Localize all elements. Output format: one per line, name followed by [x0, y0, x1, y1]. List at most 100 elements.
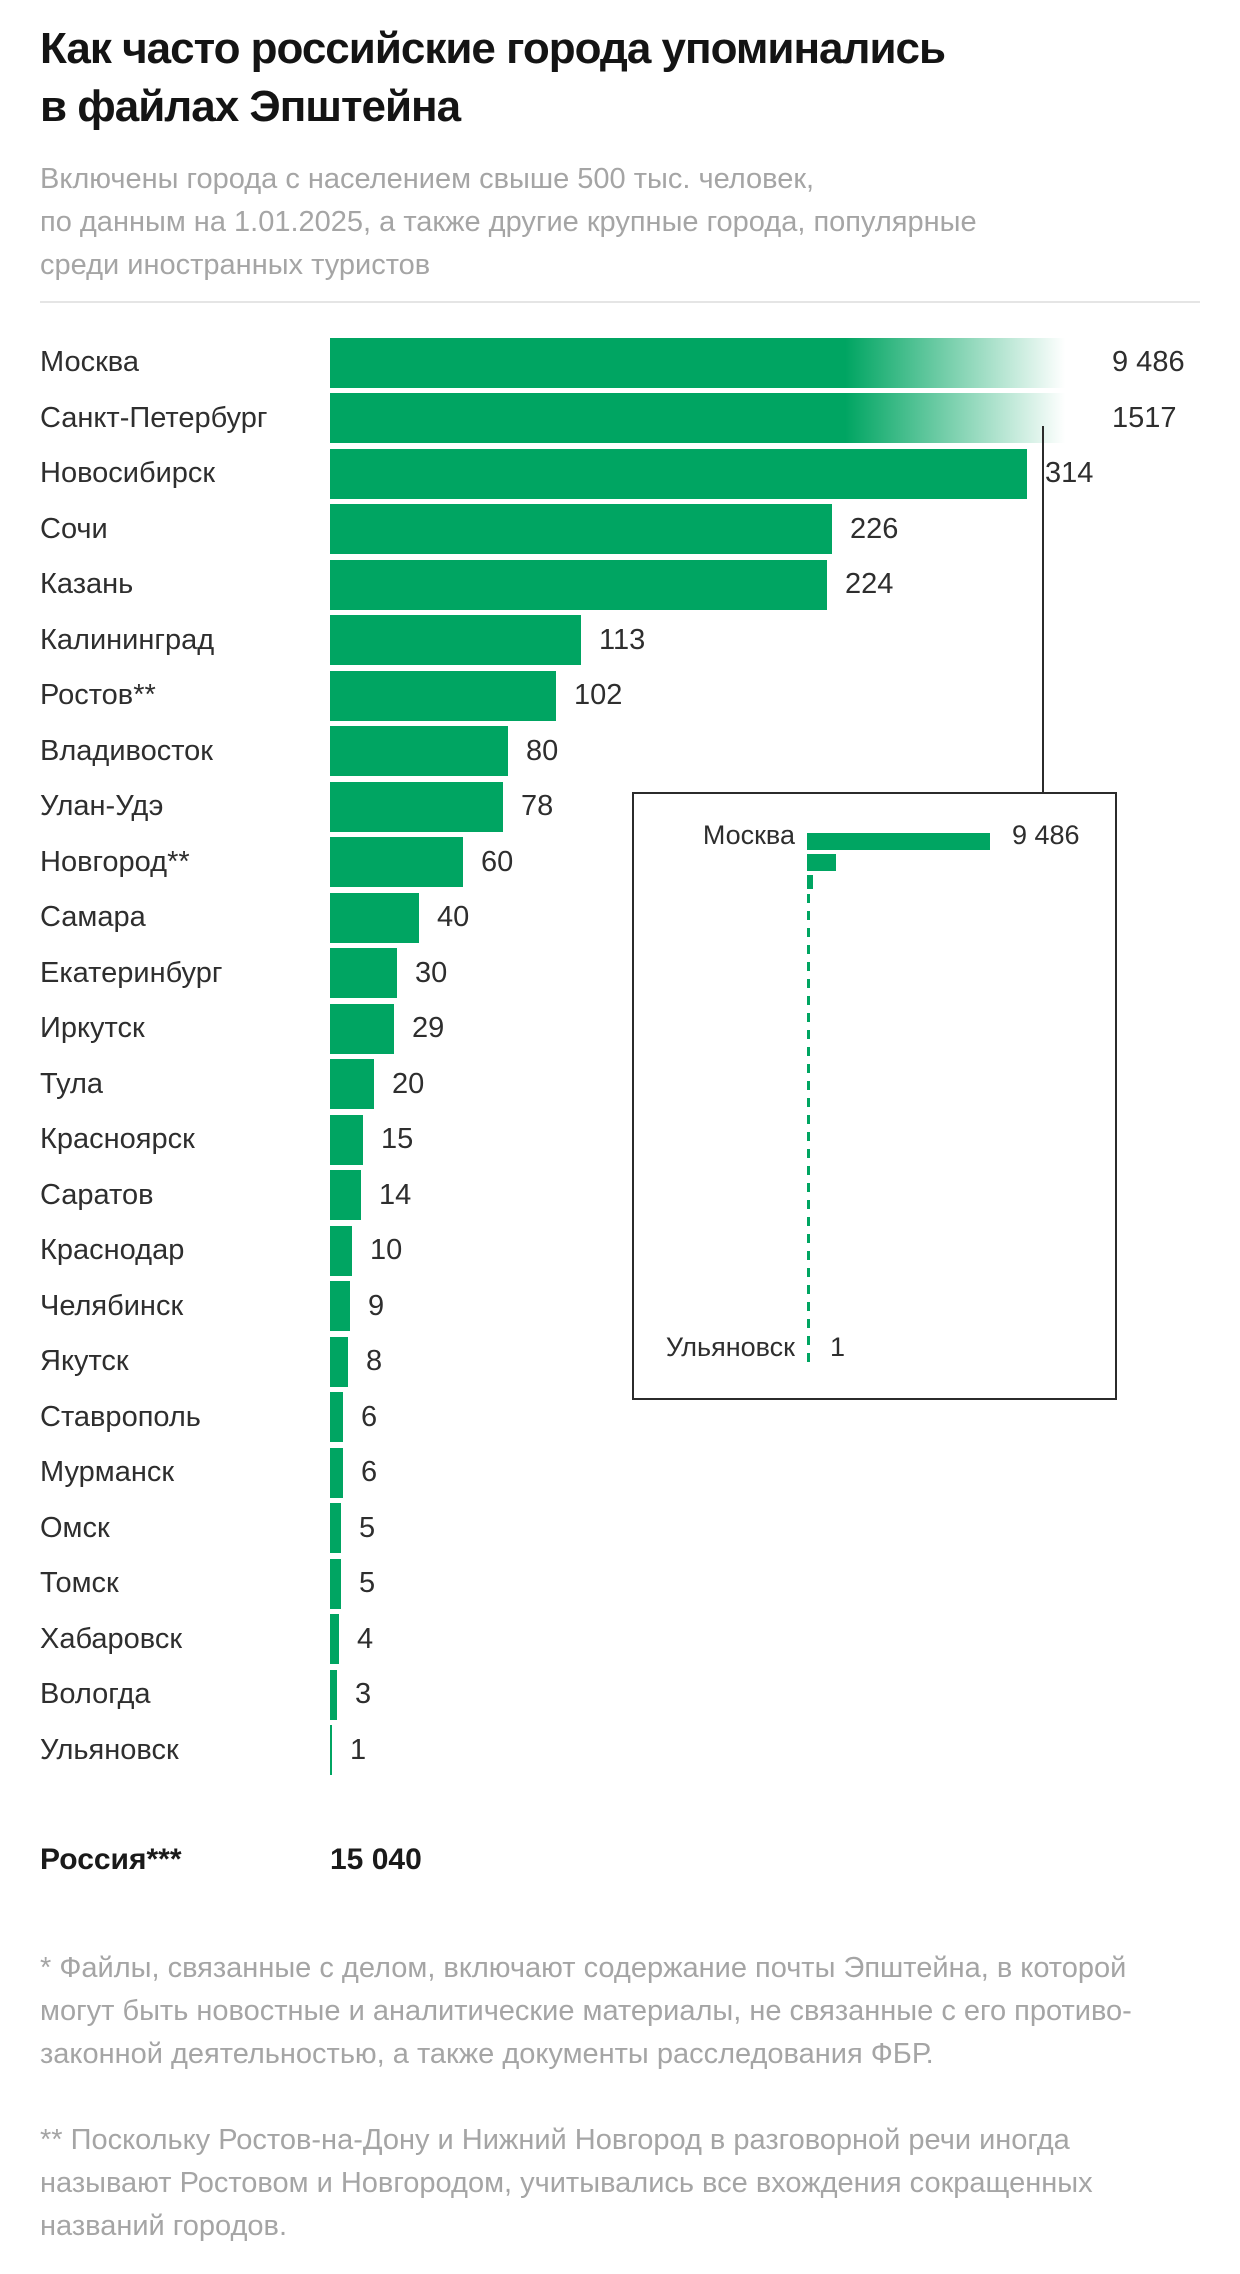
bar-row: Санкт-Петербург 1517 [40, 391, 1200, 447]
inset-dashed-axis [807, 894, 810, 1366]
bar [330, 615, 581, 666]
bar-row: Казань 224 [40, 557, 1200, 613]
bar-label: Улан-Удэ [40, 790, 164, 823]
bar-label: Новосибирск [40, 457, 216, 490]
bar [330, 948, 397, 999]
bar-row: Калининград 113 [40, 613, 1200, 669]
bar-row: Якутск 8 [40, 1334, 1200, 1390]
inset-bar-moscow [807, 833, 990, 850]
bar-row: Мурманск 6 [40, 1445, 1200, 1501]
bar-row: Сочи 226 [40, 502, 1200, 558]
inset-top-value: 9 486 [1012, 820, 1080, 850]
inset-top-label: Москва [702, 820, 795, 850]
bar-row: Ульяновск 1 [40, 1723, 1200, 1779]
bar-label: Новгород** [40, 845, 190, 878]
bar-row: Новгород** 60 [40, 835, 1200, 891]
bar-label: Мурманск [40, 1456, 175, 1489]
footnote-1: * Файлы, связанные с делом, включают сод… [40, 1952, 1132, 2070]
inset-bottom-value: 1 [830, 1332, 846, 1362]
bar-label: Калининград [40, 623, 215, 656]
bar [330, 1059, 374, 1110]
bar-label: Челябинск [40, 1289, 184, 1322]
bar [330, 559, 827, 610]
bar-row: Томск 5 [40, 1556, 1200, 1612]
bar-label: Владивосток [40, 734, 213, 767]
bar-row: Красноярск 15 [40, 1112, 1200, 1168]
bar [330, 1447, 343, 1498]
bar-label: Иркутск [40, 1012, 145, 1045]
bar [330, 1558, 341, 1609]
bar [330, 892, 419, 943]
bar [330, 781, 503, 832]
inset-bar-novosibirsk [807, 875, 813, 889]
bar [330, 726, 508, 777]
bar-value: 1 [350, 1733, 367, 1766]
bar [330, 1503, 341, 1554]
bar-row: Ставрополь 6 [40, 1390, 1200, 1446]
bar [330, 1114, 363, 1165]
bar [330, 1725, 332, 1776]
bar-label: Хабаровск [40, 1622, 183, 1655]
bar-value: 9 [368, 1289, 385, 1322]
bar [330, 1669, 337, 1720]
top-divider [40, 301, 1200, 303]
bar-row: Омск 5 [40, 1501, 1200, 1557]
bar-value: 1517 [1112, 401, 1177, 434]
bar [330, 337, 1088, 388]
bar [330, 1225, 352, 1276]
bar-chart: Москва 9 486 Санкт-Петербург 1517 Новосибирс… [40, 335, 1200, 1778]
bar-value: 30 [415, 956, 448, 989]
bar-row: Тула 20 [40, 1057, 1200, 1113]
page-title: Как часто российские города упоминались … [40, 24, 946, 131]
inset-bottom-label: Ульяновск [665, 1332, 795, 1362]
bar-row: Екатеринбург 30 [40, 946, 1200, 1002]
inset-connector-line [1042, 426, 1044, 792]
bar-value: 113 [599, 623, 646, 656]
bar [330, 670, 556, 721]
bar-row: Москва 9 486 [40, 335, 1200, 391]
bar-value: 60 [481, 845, 514, 878]
bar-row: Ростов** 102 [40, 668, 1200, 724]
bar-value: 78 [521, 790, 554, 823]
total-row: Россия*** 15 040 [40, 1836, 1200, 1884]
bar-label: Саратов [40, 1178, 154, 1211]
linear-scale-inset: Москва 9 486 Ульяновск 1 [632, 792, 1117, 1400]
bar-label: Сочи [40, 512, 108, 545]
bar [330, 1281, 350, 1332]
bar-value: 15 [381, 1123, 414, 1156]
bar-value: 5 [359, 1567, 376, 1600]
bar-label: Краснодар [40, 1234, 185, 1267]
bar-label: Якутск [40, 1345, 129, 1378]
bar [330, 837, 463, 888]
bar-row: Новосибирск 314 [40, 446, 1200, 502]
bar-label: Самара [40, 901, 146, 934]
bar-label: Санкт-Петербург [40, 401, 268, 434]
bar-value: 29 [412, 1012, 445, 1045]
bar-label: Омск [40, 1511, 110, 1544]
bar [330, 448, 1027, 499]
bar-row: Саратов 14 [40, 1168, 1200, 1224]
bar-value: 40 [437, 901, 470, 934]
inset-bar-spb [807, 854, 836, 871]
bar-row: Краснодар 10 [40, 1223, 1200, 1279]
bar [330, 1336, 348, 1387]
bar [330, 1170, 361, 1221]
bar-value: 6 [361, 1456, 378, 1489]
total-value: 15 040 [330, 1843, 422, 1876]
bar-value: 224 [845, 568, 894, 601]
bar-rows: Москва 9 486 Санкт-Петербург 1517 Новосибирс… [40, 335, 1200, 1778]
bar-value: 9 486 [1112, 346, 1185, 379]
bar-value: 6 [361, 1400, 378, 1433]
bar-row: Иркутск 29 [40, 1001, 1200, 1057]
bar [330, 393, 1088, 444]
bar-row: Владивосток 80 [40, 724, 1200, 780]
bar-value: 10 [370, 1234, 403, 1267]
total-label: Россия*** [40, 1843, 182, 1876]
bar-label: Екатеринбург [40, 956, 223, 989]
bar-label: Вологда [40, 1678, 151, 1711]
bar [330, 1614, 339, 1665]
bar-value: 5 [359, 1511, 376, 1544]
bar-value: 20 [392, 1067, 425, 1100]
bar-label: Казань [40, 568, 134, 601]
